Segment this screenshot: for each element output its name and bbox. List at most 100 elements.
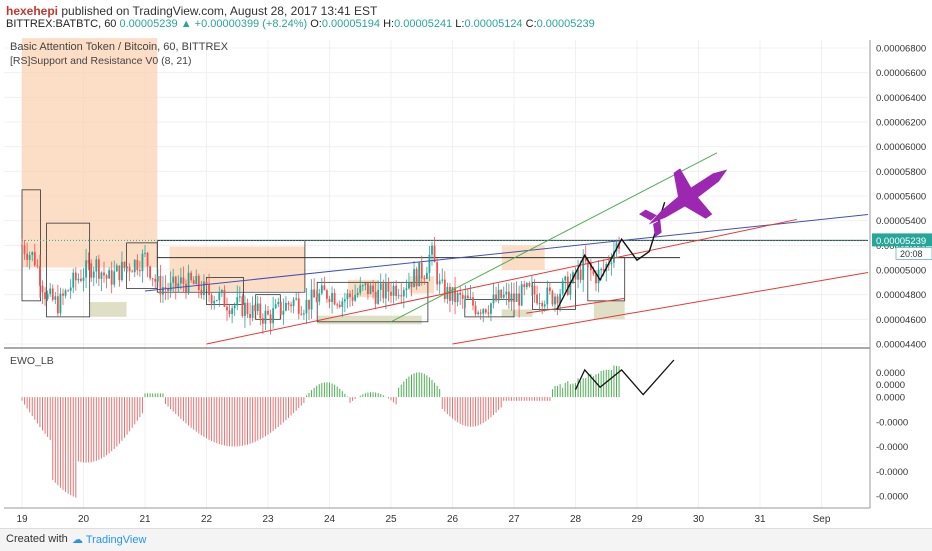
fighter-jet-icon: [639, 168, 728, 238]
candle-body: [374, 291, 377, 304]
candle-body: [169, 282, 172, 291]
open-label: O:: [310, 18, 322, 30]
candle-body: [346, 293, 349, 300]
candle-body: [82, 277, 85, 281]
candle-body: [359, 285, 362, 293]
candle-body: [154, 278, 157, 282]
candle-body: [313, 289, 316, 298]
candle-body: [172, 276, 175, 283]
candle-body: [187, 272, 190, 294]
low-label: L:: [455, 18, 465, 30]
candle-body: [308, 299, 310, 310]
chart-area[interactable]: Basic Attention Token / Bitcoin, 60, BIT…: [0, 34, 932, 528]
candle-body: [507, 291, 510, 302]
candle-body: [551, 291, 554, 305]
candle-body: [251, 305, 254, 318]
candle-body: [279, 302, 282, 315]
change-arrow-icon: ▲: [180, 18, 192, 30]
candle-body: [387, 282, 390, 292]
candle-body: [185, 283, 187, 294]
candle-body: [49, 288, 52, 294]
candle-body: [320, 285, 323, 294]
candle-body: [197, 275, 200, 291]
x-tick-label: 19: [16, 514, 28, 525]
last-price-badge: [872, 233, 932, 247]
candle-body: [77, 278, 80, 281]
candle-body: [292, 299, 295, 307]
candle-body: [241, 296, 244, 316]
candle-body: [108, 270, 111, 279]
candle-body: [220, 290, 223, 293]
candle-body: [369, 285, 372, 295]
candle-body: [195, 275, 198, 285]
sr-box: [46, 222, 91, 318]
x-tick-label: 28: [570, 514, 582, 525]
candle-body: [459, 292, 462, 295]
candle-body: [490, 303, 492, 314]
candle-body: [441, 279, 444, 281]
candle-body: [428, 254, 431, 273]
candle-body: [405, 288, 408, 291]
candle-body: [541, 303, 544, 307]
candle-body: [333, 293, 336, 305]
candle-body: [548, 287, 551, 292]
candle-body: [67, 290, 70, 292]
candle-body: [341, 301, 344, 307]
candle-body: [215, 300, 218, 302]
trendline-red-2: [452, 271, 869, 345]
candle-body: [300, 313, 303, 315]
candle-body: [267, 310, 269, 315]
candle-body: [85, 260, 87, 278]
candle-body: [121, 261, 123, 281]
support-zone: [501, 309, 533, 317]
candle-body: [613, 251, 615, 263]
candle-body: [305, 299, 308, 314]
candle-body: [610, 262, 613, 265]
author-name[interactable]: hexehepi: [6, 4, 59, 18]
candle-body: [533, 285, 536, 295]
x-tick-label: 24: [324, 514, 336, 525]
candle-body: [254, 305, 257, 312]
indicator-title: [RS]Support and Resistance V0 (8, 21): [10, 55, 192, 67]
open-value: 0.00005194: [321, 18, 380, 30]
support-zone: [317, 315, 422, 325]
candle-body: [364, 283, 367, 286]
candle-body: [577, 269, 579, 280]
tradingview-link[interactable]: ☁ TradingView: [72, 533, 146, 546]
candle-body: [287, 302, 290, 305]
x-tick-label: 22: [201, 514, 213, 525]
candle-body: [425, 272, 428, 279]
candle-body: [59, 293, 62, 314]
candle-body: [559, 293, 562, 304]
candle-body: [210, 295, 213, 304]
candle-body: [223, 290, 226, 307]
candle-body: [487, 312, 490, 314]
candle-body: [110, 270, 113, 285]
candle-body: [97, 259, 100, 279]
last-price: 0.00005239: [119, 18, 178, 30]
candle-body: [482, 309, 485, 314]
countdown-label: 20:08: [900, 249, 923, 259]
candle-body: [328, 298, 331, 303]
y-tick-label: 0.00004600: [876, 315, 926, 326]
candle-body: [228, 310, 231, 315]
candle-body: [249, 314, 251, 318]
candle-body: [44, 292, 46, 300]
candle-body: [74, 272, 77, 281]
candle-body: [367, 283, 369, 295]
candle-body: [497, 289, 500, 301]
candle-body: [295, 298, 298, 300]
candle-body: [420, 262, 423, 279]
candle-body: [484, 309, 487, 313]
price-change: +0.00000399 (+8.24%): [194, 18, 308, 30]
trendline-red-1: [206, 218, 798, 345]
candle-body: [54, 296, 57, 300]
tradingview-brand: TradingView: [85, 534, 147, 546]
candle-body: [595, 273, 597, 284]
candle-body: [449, 286, 451, 301]
candle-body: [269, 314, 272, 324]
y-tick-label: 0.00005400: [876, 216, 926, 227]
candle-body: [382, 283, 385, 299]
candle-body: [64, 290, 67, 296]
x-tick-label: Sep: [813, 514, 831, 525]
